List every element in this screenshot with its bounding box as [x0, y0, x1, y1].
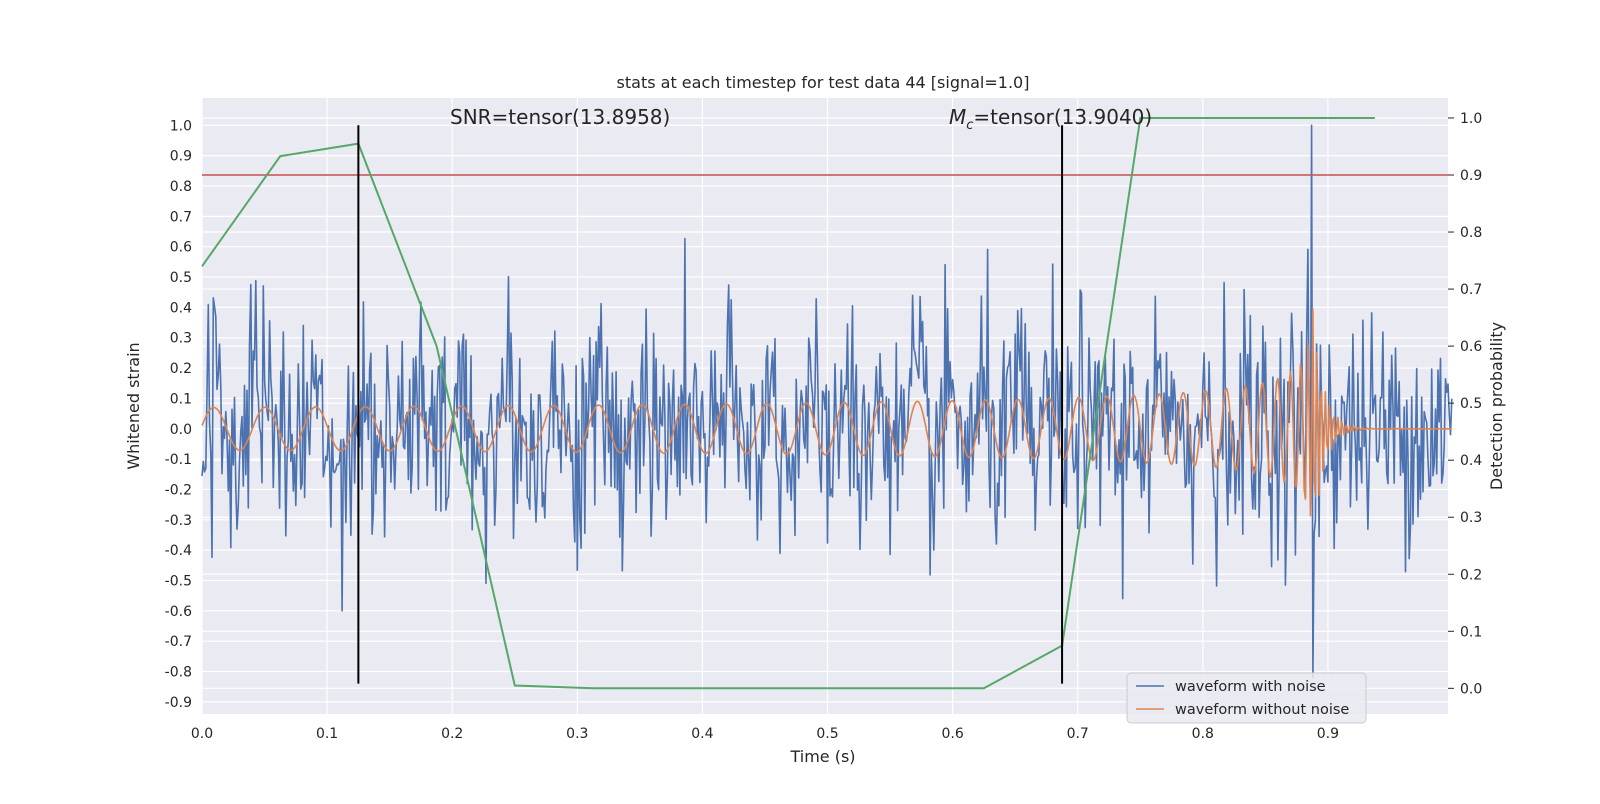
chirp-mass-symbol: M — [949, 105, 966, 129]
y-tick-label: -0.5 — [165, 573, 192, 589]
y-right-tick-label: 0.6 — [1460, 339, 1482, 355]
y-tick-label: -0.6 — [165, 604, 192, 620]
y-axis-right-label: Detection probability — [1487, 322, 1506, 490]
legend-label-noisy: waveform with noise — [1175, 679, 1326, 695]
y-right-tick-label: 0.5 — [1460, 396, 1482, 412]
y-tick-label: 0.5 — [170, 270, 192, 286]
y-axis-label: Whitened strain — [124, 342, 143, 469]
y-tick-label: 0.6 — [170, 240, 192, 256]
y-tick-label: 0.2 — [170, 361, 192, 377]
snr-annotation: SNR=tensor(13.8958) — [450, 105, 670, 129]
x-tick-label: 0.7 — [1067, 726, 1089, 742]
y-tick-label: -0.3 — [165, 513, 192, 529]
y-tick-label: -0.4 — [165, 543, 192, 559]
tick-layer: 0.0 0.1 0.2 0.3 0.4 0.5 0.6 0.7 0.8 0.9 1.0 0.9 0.8 0… — [165, 111, 1483, 742]
legend: waveform with noise waveform without noi… — [1126, 672, 1367, 724]
x-tick-label: 0.9 — [1317, 726, 1339, 742]
y-tick-label: 0.8 — [170, 179, 192, 195]
detection-probability-line — [201, 117, 1375, 690]
clean-waveform-line — [201, 308, 1452, 517]
x-tick-label: 0.3 — [566, 726, 588, 742]
y-right-tick-label: 0.8 — [1460, 225, 1482, 241]
y-right-tick-label: 0.7 — [1460, 282, 1482, 298]
y-tick-label: -0.8 — [165, 665, 192, 681]
chirp-mass-value: =tensor(13.9040) — [973, 105, 1152, 129]
x-tick-label: 0.1 — [316, 726, 338, 742]
y-tick-label: -0.9 — [165, 695, 192, 711]
y-tick-label: 0.1 — [170, 391, 192, 407]
overlay-layer — [201, 117, 1448, 690]
series-layer — [201, 124, 1453, 679]
x-axis-label: Time (s) — [789, 747, 855, 766]
y-tick-label: 0.9 — [170, 149, 192, 165]
noisy-waveform-line — [201, 124, 1453, 679]
chart-title: stats at each timestep for test data 44 … — [617, 73, 1030, 92]
y-tick-label: 0.4 — [170, 300, 192, 316]
y-tick-label: 0.7 — [170, 209, 192, 225]
y-tick-label: 0.3 — [170, 331, 192, 347]
x-tick-label: 0.4 — [691, 726, 713, 742]
chirp-mass-annotation: Mc=tensor(13.9040) — [949, 105, 1152, 133]
y-tick-label: 1.0 — [170, 118, 192, 134]
y-right-tick-label: 0.1 — [1460, 624, 1482, 640]
legend-label-clean: waveform without noise — [1175, 702, 1349, 718]
legend-box — [1126, 672, 1367, 724]
x-tick-label: 0.5 — [816, 726, 838, 742]
y-tick-label: 0.0 — [170, 422, 192, 438]
y-right-tick-label: 0.3 — [1460, 510, 1482, 526]
y-right-tick-label: 0.0 — [1460, 681, 1482, 697]
y-tick-label: -0.2 — [165, 482, 192, 498]
y-right-tick-label: 0.4 — [1460, 453, 1482, 469]
chirp-mass-subscript: c — [966, 118, 973, 133]
y-right-tick-label: 0.9 — [1460, 168, 1482, 184]
x-tick-label: 0.6 — [941, 726, 963, 742]
y-tick-label: -0.7 — [165, 634, 192, 650]
x-tick-label: 0.0 — [191, 726, 213, 742]
x-tick-label: 0.2 — [441, 726, 463, 742]
y-right-tick-label: 0.2 — [1460, 567, 1482, 583]
x-tick-label: 0.8 — [1192, 726, 1214, 742]
y-right-tick-label: 1.0 — [1460, 111, 1482, 127]
y-tick-label: -0.1 — [165, 452, 192, 468]
